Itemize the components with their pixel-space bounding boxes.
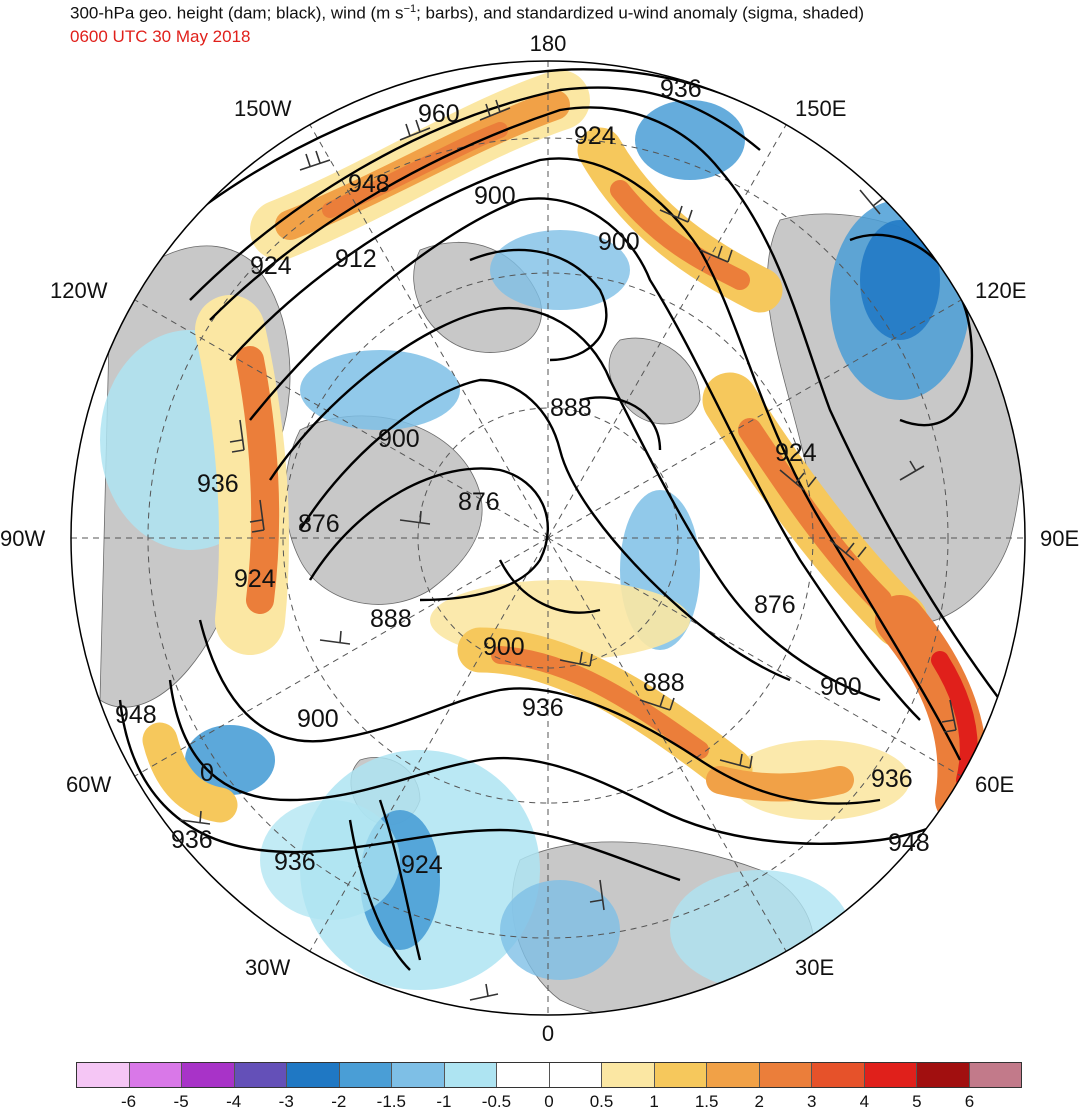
contour-label: 900 [820,673,862,701]
map-boundary [70,60,1026,1016]
contour-label: 900 [598,228,640,256]
colorbar-bin [497,1063,550,1087]
longitude-labels: 180 0 90W 90E 150W 150E 120W 120E 60W 60… [0,31,1079,1046]
lon-label-30e: 30E [795,955,834,980]
contour-label: 924 [234,565,276,593]
colorbar-tick-label: -1 [436,1092,452,1111]
colorbar-tick-label: -4 [226,1092,242,1111]
colorbar-bin [602,1063,655,1087]
colorbar-tick-label: -6 [120,1092,137,1111]
colorbar-tick-label: -1.5 [376,1092,406,1111]
colorbar-tick-label: 4 [859,1092,870,1111]
colorbar-tick-labels: -6 -5 -4 -3 -2 -1.5 -1 -0.5 0 0.5 1 1.5 2 3 4 5 6 [76,1092,1022,1112]
valid-time-subtitle: 0600 UTC 30 May 2018 [70,27,251,46]
jet-anomaly-bands [142,70,988,825]
contour-label: 0 [200,759,214,787]
contour-labels: 960 948 936 924 900 924 912 900 888 900 … [115,75,930,879]
contour-label: 900 [297,705,339,733]
lon-label-150e: 150E [795,96,846,121]
contour-label: 936 [871,765,913,793]
graticule [71,61,1025,1015]
contour-label: 888 [550,394,592,422]
contour-label: 888 [370,605,412,633]
contour-label: 936 [660,75,702,103]
contour-label: 924 [574,122,616,150]
contour-label: 912 [335,245,377,273]
contour-label: 900 [378,425,420,453]
colorbar-tick-label: 0.5 [589,1092,614,1111]
lon-label-150w: 150W [234,96,292,121]
colorbar-bin [917,1063,970,1087]
lon-label-180: 180 [530,31,567,56]
wind-barbs [179,99,957,1001]
colorbar-tick-label: -3 [278,1092,294,1111]
colorbar-tick-label: 3 [807,1092,817,1111]
colorbar-bin [339,1063,392,1087]
contour-label: 936 [197,470,239,498]
colorbar-bin [707,1063,760,1087]
colorbar-tick-label: 6 [964,1092,975,1111]
colorbar-tick-label: 2 [754,1092,764,1111]
lon-label-60e: 60E [975,772,1014,797]
contour-label: 936 [274,848,316,876]
polar-map: 960 948 936 924 900 924 912 900 888 900 … [0,31,1079,1046]
contour-label: 936 [171,826,213,854]
colorbar-bin [549,1063,602,1087]
colorbar-bin [444,1063,497,1087]
contour-label: 888 [643,669,685,697]
colorbar-bin [392,1063,445,1087]
contour-label: 924 [250,252,292,280]
colorbar-tick-label: 1.5 [694,1092,719,1111]
height-contours [118,68,1012,971]
map-disc [71,61,1025,1015]
colorbar-tick-label: 0 [544,1092,554,1111]
colorbar-bin [77,1063,130,1087]
contour-label: 900 [483,633,525,661]
colorbar-tick-label: -0.5 [481,1092,512,1111]
colorbar-tick-label: 1 [649,1092,659,1111]
colorbar-tick-label: -5 [173,1092,189,1111]
colorbar-bin [654,1063,707,1087]
contour-label: 876 [754,591,796,619]
contour-label: 948 [348,170,390,198]
lon-label-30w: 30W [245,955,290,980]
colorbar-bin [287,1063,340,1087]
colorbar-bin [812,1063,865,1087]
colorbar-bin [969,1063,1021,1087]
lon-label-90w: 90W [0,526,45,551]
contour-label: 948 [115,701,157,729]
contour-label: 960 [418,100,460,128]
colorbar-tick-label: 5 [912,1092,922,1111]
colorbar-bin [759,1063,812,1087]
contour-label: 936 [522,694,564,722]
lon-label-120w: 120W [50,278,108,303]
lon-label-0: 0 [542,1021,554,1046]
lon-label-120e: 120E [975,278,1026,303]
figure-title: 300-hPa geo. height (dam; black), wind (… [70,3,865,23]
lon-label-60w: 60W [66,772,111,797]
colorbar [76,1062,1022,1088]
contour-label: 876 [298,510,340,538]
contour-label: 924 [401,851,443,879]
contour-label: 876 [458,488,500,516]
colorbar-bin [182,1063,235,1087]
contour-label: 900 [474,182,516,210]
colorbar-bin [234,1063,287,1087]
contour-label: 924 [775,439,817,467]
colorbar-bin [129,1063,182,1087]
lon-label-90e: 90E [1040,526,1079,551]
colorbar-tick-label: -2 [331,1092,347,1111]
colorbar-bin [864,1063,917,1087]
contour-label: 948 [888,829,930,857]
